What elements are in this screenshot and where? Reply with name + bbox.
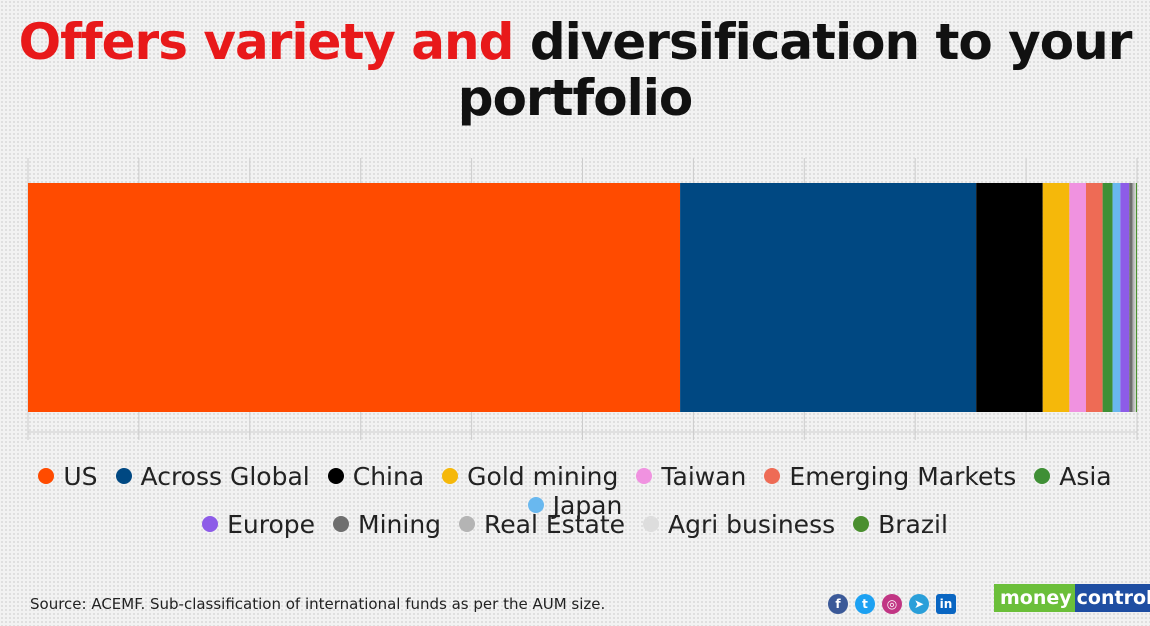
legend-item-europe: Europe [202,510,315,539]
legend-label: Gold mining [467,462,619,491]
title-highlight: Offers variety and [18,13,515,71]
title-rest: diversification to your portfolio [457,13,1133,127]
instagram-icon[interactable]: ◎ [882,594,902,614]
telegram-icon[interactable]: ➤ [909,594,929,614]
legend-item-real-estate: Real Estate [459,510,625,539]
legend-label: Mining [358,510,442,539]
legend-label: US [63,462,98,491]
legend-item-emerging-markets: Emerging Markets [764,462,1016,491]
legend-dot [636,468,653,484]
legend-dot [202,516,219,532]
legend-label: Taiwan [661,462,747,491]
stacked-bar-chart [27,158,1138,440]
bar-segment-emerging-markets [1085,183,1103,412]
legend-dot [643,516,660,532]
bar-segment-china [976,183,1043,412]
legend-label: Across Global [140,462,310,491]
chart-title: Offers variety and diversification to yo… [0,14,1150,126]
legend-row-1: US Across Global China Gold mining Taiwan Eme… [0,462,1150,520]
legend-item-agri-business: Agri business [643,510,835,539]
bar-segment-europe [1120,183,1130,412]
legend-item-asia: Asia [1034,462,1112,491]
social-icons: f t ◎ ➤ in [828,594,956,614]
legend-item-us: US [38,462,98,491]
legend-dot [333,516,350,532]
bar-segment-asia [1102,183,1113,412]
legend-dot [853,516,870,532]
legend-label: Agri business [668,510,836,539]
bar-segment-agri-business [1134,183,1136,412]
legend-dot [115,468,132,484]
twitter-icon[interactable]: t [855,594,875,614]
legend-item-taiwan: Taiwan [636,462,746,491]
bar-segment-across-global [680,183,977,412]
legend-label: Europe [227,510,316,539]
legend-dot [442,468,459,484]
legend-label: Emerging Markets [789,462,1017,491]
brand-part-2: control [1074,584,1150,612]
legend-dot [327,468,344,484]
bar-segment-gold-mining [1042,183,1070,412]
legend-item-japan: Japan [527,491,623,520]
legend-dot [1034,468,1051,484]
legend-dot [459,516,476,532]
source-note: Source: ACEMF. Sub-classification of int… [30,595,606,613]
legend-item-mining: Mining [333,510,441,539]
bar-segment-brazil [1135,183,1137,412]
legend-dot [764,468,781,484]
legend-item-gold-mining: Gold mining [442,462,618,491]
linkedin-icon[interactable]: in [936,594,956,614]
legend-dot [38,468,55,484]
legend-label: Brazil [878,510,948,539]
legend-label: Real Estate [484,510,626,539]
moneycontrol-logo: money control [994,584,1150,612]
legend-label: Japan [552,491,623,520]
bar-segment-us [28,183,681,412]
bar-segment-japan [1112,183,1121,412]
legend-dot [527,497,544,513]
bar-segment-taiwan [1069,183,1086,412]
bar-segment-real-estate [1132,183,1135,412]
legend-label: Asia [1059,462,1112,491]
legend-label: China [352,462,425,491]
legend-item-brazil: Brazil [853,510,948,539]
facebook-icon[interactable]: f [828,594,848,614]
brand-part-1: money [994,584,1075,612]
legend-row-2: Europe Mining Real Estate Agri business Braz… [0,510,1150,539]
legend-item-china: China [327,462,425,491]
legend-item-across-global: Across Global [115,462,310,491]
bar-segment-mining [1129,183,1133,412]
